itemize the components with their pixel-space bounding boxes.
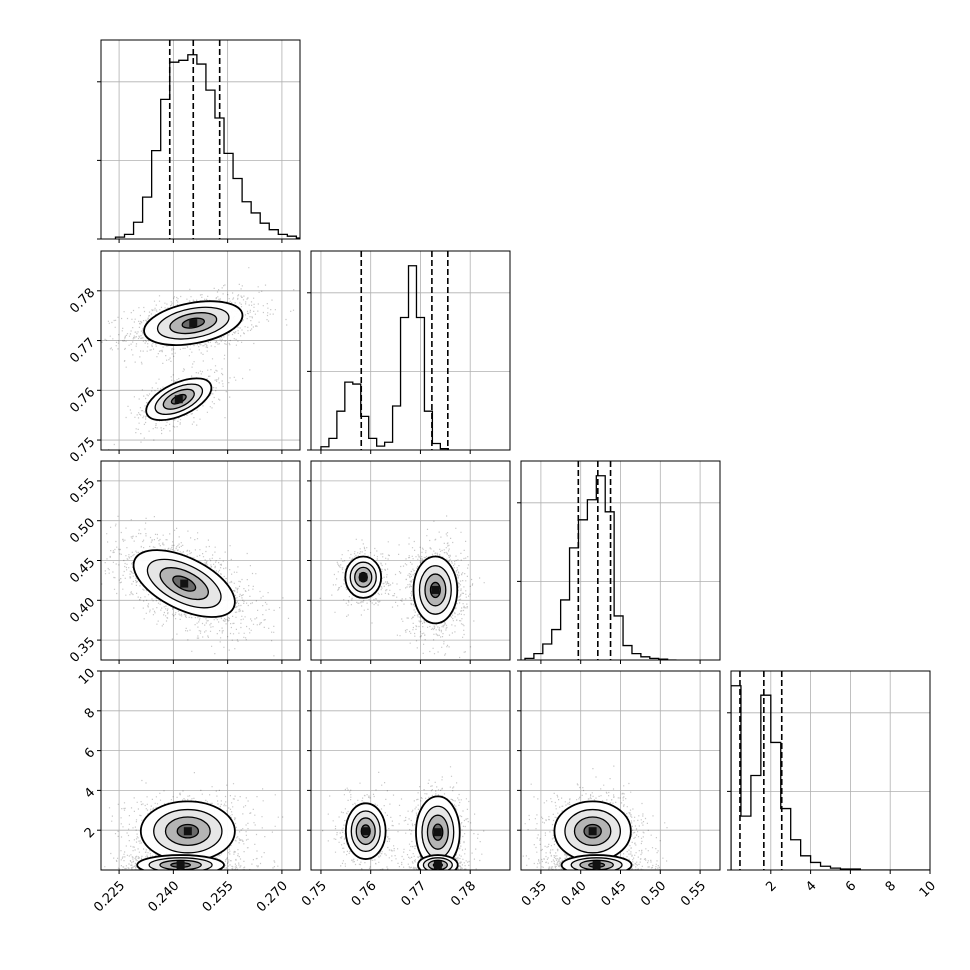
- y-tick-label: 0.75: [67, 435, 98, 466]
- density-peak: [359, 573, 368, 582]
- panel-3-2: [517, 670, 721, 874]
- density-peak: [176, 861, 185, 870]
- x-tick-label: 0.77: [398, 878, 429, 909]
- density-peak: [433, 828, 442, 837]
- y-tick-label: 2: [82, 825, 98, 841]
- density-peak: [174, 395, 183, 404]
- panel-3-3: [727, 670, 931, 874]
- x-tick-label: 0.76: [349, 878, 380, 909]
- density-peak: [189, 319, 198, 328]
- histogram-step: [731, 685, 930, 870]
- panel-1-0: [97, 250, 301, 454]
- y-tick-label: 0.35: [67, 635, 98, 666]
- x-tick-label: 10: [917, 878, 939, 900]
- panel-frame: [520, 460, 721, 661]
- y-tick-label: 0.55: [67, 476, 98, 507]
- y-tick-label: 8: [82, 705, 98, 721]
- panel-content: [101, 267, 295, 450]
- panel-frame: [310, 250, 511, 451]
- x-tick-label: 0.225: [91, 878, 128, 915]
- panel-content: [521, 765, 669, 870]
- x-tick-label: 2: [763, 878, 779, 894]
- panel-2-2: [517, 460, 721, 664]
- panel-3-0: [97, 670, 301, 874]
- panel-frame: [100, 670, 301, 871]
- panel-2-0: [97, 460, 301, 664]
- x-tick-label: 0.55: [678, 878, 709, 909]
- panel-frame: [100, 39, 301, 240]
- y-tick-label: 0.78: [67, 285, 98, 316]
- y-tick-label: 0.40: [67, 595, 98, 626]
- y-tick-label: 0.45: [67, 555, 98, 586]
- panel-frame: [310, 670, 511, 871]
- x-tick-label: 0.50: [638, 878, 669, 909]
- density-peak: [180, 579, 189, 588]
- panel-frame: [100, 460, 301, 661]
- y-tick-label: 10: [76, 666, 98, 688]
- y-tick-label: 4: [82, 785, 98, 801]
- density-peak: [183, 827, 192, 836]
- panel-content: [319, 515, 485, 659]
- histogram-step: [320, 265, 449, 450]
- x-tick-label: 0.78: [448, 878, 479, 909]
- x-tick-label: 0.75: [299, 878, 330, 909]
- panel-3-1: [307, 670, 511, 874]
- x-tick-label: 0.45: [598, 878, 629, 909]
- histogram-step: [524, 475, 677, 660]
- x-tick-label: 4: [803, 878, 819, 894]
- panel-1-1: [307, 250, 511, 454]
- panel-2-1: [307, 460, 511, 664]
- histogram-step: [114, 54, 300, 239]
- density-peak: [431, 585, 440, 594]
- panel-0-0: [97, 39, 301, 243]
- panel-content: [102, 772, 284, 870]
- density-peak: [588, 827, 597, 836]
- density-peak: [361, 827, 370, 836]
- scatter-points: [322, 766, 485, 870]
- density-peak: [433, 861, 442, 870]
- scatter-points: [319, 515, 485, 659]
- x-tick-label: 6: [843, 878, 859, 894]
- x-tick-label: 0.255: [200, 878, 237, 915]
- panel-frame: [310, 460, 511, 661]
- y-tick-label: 0.50: [67, 515, 98, 546]
- panel-frame: [100, 250, 301, 451]
- density-peak: [592, 861, 601, 870]
- x-tick-label: 0.35: [519, 878, 550, 909]
- y-tick-label: 6: [82, 745, 98, 761]
- x-tick-label: 0.240: [145, 878, 182, 915]
- x-tick-label: 0.40: [559, 878, 590, 909]
- y-tick-label: 0.77: [67, 335, 98, 366]
- x-tick-label: 0.270: [254, 878, 291, 915]
- y-tick-label: 0.76: [67, 385, 98, 416]
- panel-content: [322, 766, 485, 870]
- panel-content: [101, 515, 290, 657]
- panel-frame: [730, 670, 931, 871]
- x-tick-label: 8: [883, 878, 899, 894]
- panel-frame: [520, 670, 721, 871]
